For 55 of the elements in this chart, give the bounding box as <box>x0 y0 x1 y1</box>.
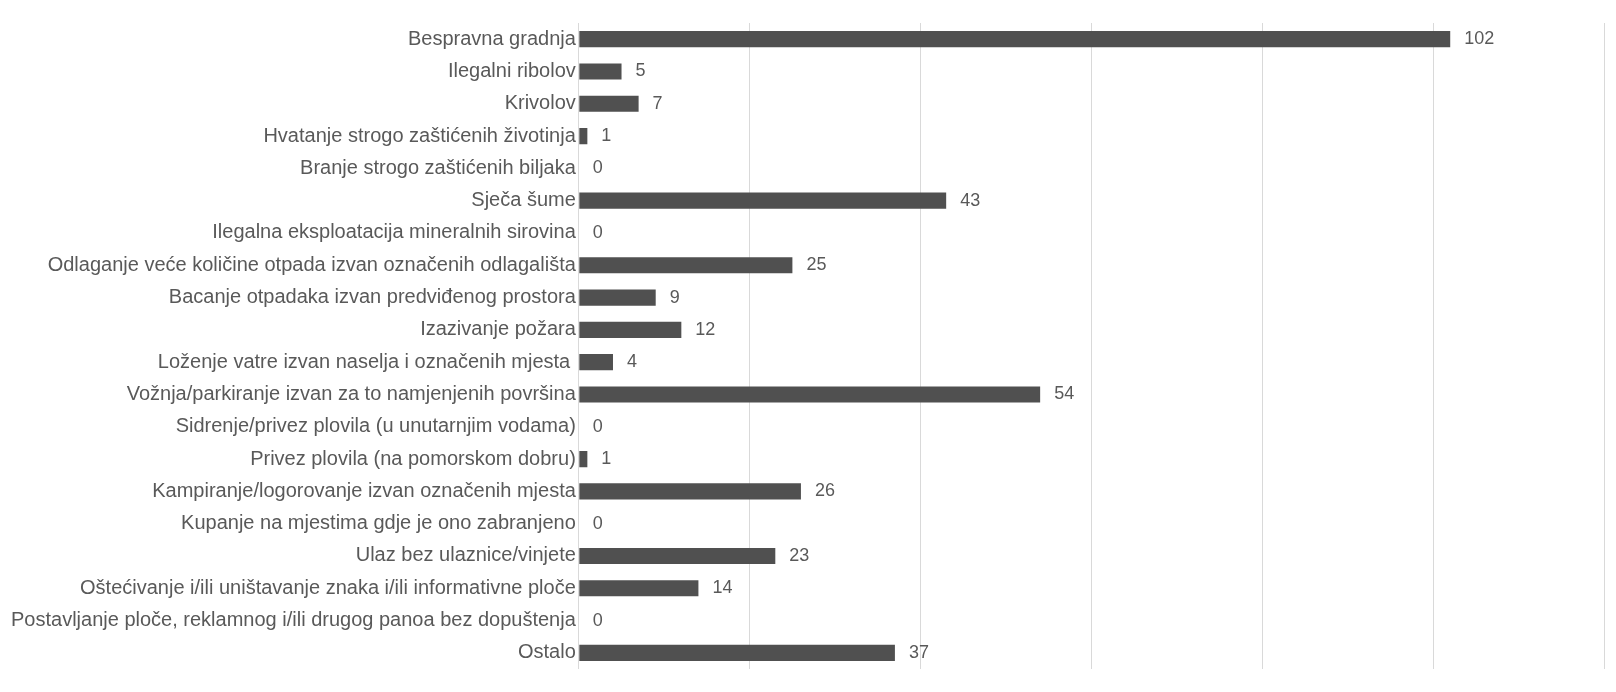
y-tick-label: Privez plovila (na pomorskom dobru) <box>250 446 576 469</box>
bar <box>579 95 639 112</box>
y-tick-label: Krivolov <box>504 91 576 114</box>
bar <box>579 386 1041 403</box>
data-label: 102 <box>1464 28 1495 49</box>
bar <box>579 450 588 468</box>
data-label: 43 <box>960 189 981 210</box>
bar <box>579 644 895 661</box>
bar <box>579 63 622 80</box>
data-label: 12 <box>695 318 716 339</box>
bar <box>579 289 656 306</box>
data-label: 9 <box>669 286 680 307</box>
y-tick-label: Branje strogo zaštićenih biljaka <box>300 155 577 178</box>
y-tick-label: Postavljanje ploče, reklamnog i/ili drugog panoa bez dopuštenja <box>10 608 577 631</box>
bar <box>579 354 613 371</box>
y-tick-label: Vožnja/parkiranje izvan za to namjenjenih površina <box>126 381 577 404</box>
bar <box>579 192 947 209</box>
data-label: 0 <box>592 221 603 242</box>
bar <box>579 31 1451 48</box>
bar <box>579 127 588 145</box>
data-label: 0 <box>592 512 603 533</box>
y-tick-label: Ilegalni ribolov <box>447 58 576 81</box>
data-label: 1 <box>601 448 612 469</box>
y-tick-label: Hvatanje strogo zaštićenih životinja <box>263 123 577 146</box>
y-tick-label: Kupanje na mjestima gdje je ono zabranjeno <box>181 511 576 534</box>
bar <box>579 483 801 500</box>
data-label: 26 <box>814 480 835 501</box>
y-tick-label: Ostalo <box>518 640 576 663</box>
data-label: 7 <box>652 92 663 113</box>
data-label: 54 <box>1054 383 1075 404</box>
data-label: 37 <box>908 641 929 662</box>
y-tick-label: Sidrenje/privez plovila (u unutarnjim vodama) <box>175 414 576 437</box>
y-tick-label: Ulaz bez ulaznice/vinjete <box>355 543 576 566</box>
y-tick-label: Kampiranje/logorovanje izvan označenih mjesta <box>152 478 577 501</box>
y-tick-label: Loženje vatre izvan naselja i označenih mjesta <box>157 349 576 372</box>
data-label: 14 <box>712 577 733 598</box>
bar <box>579 580 699 597</box>
y-tick-label: Ilegalna eksploatacija mineralnih sirovina <box>212 220 577 243</box>
data-label: 0 <box>592 609 603 630</box>
data-label: 0 <box>592 415 603 436</box>
data-label: 4 <box>626 351 637 372</box>
data-label: 0 <box>592 157 603 178</box>
y-tick-label: Odlaganje veće količine otpada izvan označenih odlagališta <box>47 252 577 275</box>
data-label: 25 <box>806 254 827 275</box>
data-label: 5 <box>635 60 646 81</box>
bar <box>579 257 793 274</box>
y-tick-label: Oštećivanje i/ili uništavanje znaka i/ili informativne ploče <box>80 575 576 598</box>
y-tick-label: Izazivanje požara <box>420 317 577 340</box>
y-tick-label: Bespravna gradnja <box>407 26 577 49</box>
y-tick-label: Sječa šume <box>471 188 576 211</box>
data-label: 1 <box>601 125 612 146</box>
data-label: 23 <box>789 544 810 565</box>
bar <box>579 321 682 338</box>
bar <box>579 547 776 565</box>
y-tick-label: Bacanje otpadaka izvan predviđenog prostora <box>168 285 577 308</box>
